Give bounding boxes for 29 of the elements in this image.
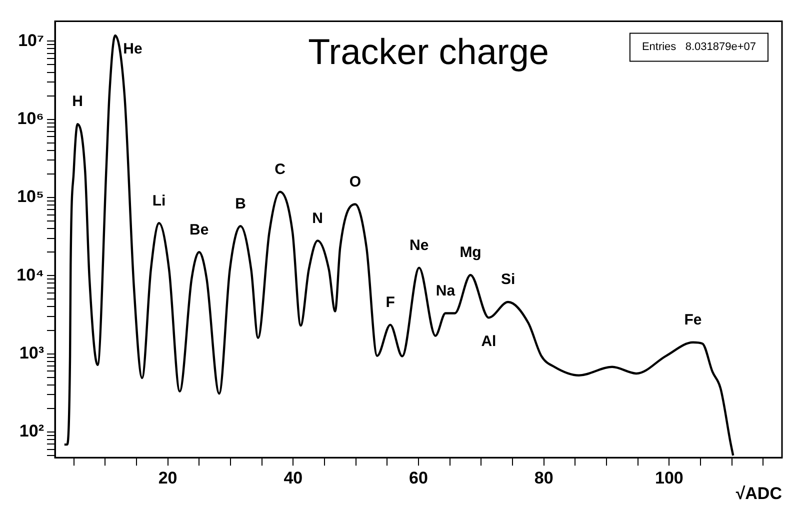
- annotation: Na: [436, 282, 456, 300]
- annotation: Fe: [684, 312, 702, 329]
- y-tick-label: 10²: [19, 422, 44, 441]
- annotation: B: [235, 195, 246, 212]
- y-tick-label: 10⁷: [18, 30, 44, 50]
- annotation: Ne: [410, 236, 429, 254]
- annotation: F: [386, 294, 395, 311]
- x-tick-label: 100: [655, 468, 684, 488]
- annotation: O: [349, 173, 362, 190]
- annotation: Mg: [460, 244, 482, 262]
- annotation: C: [274, 161, 286, 178]
- y-tick-label: 10⁶: [17, 109, 44, 128]
- y-tick-label: 10⁴: [16, 265, 44, 284]
- x-tick-label: 20: [158, 468, 178, 488]
- x-tick-label: 60: [409, 468, 428, 488]
- y-tick-label: 10⁵: [17, 187, 44, 206]
- annotation: Al: [481, 332, 496, 350]
- x-axis-title: √ADC: [736, 484, 782, 503]
- x-tick-label: 40: [284, 468, 303, 488]
- x-tick-label: 80: [534, 468, 554, 488]
- annotation: Entries 8.031879e+07: [642, 41, 756, 54]
- annotation: Li: [152, 192, 166, 210]
- annotation: H: [72, 93, 83, 110]
- annotation: N: [312, 210, 324, 227]
- chart-title: Tracker charge: [308, 31, 549, 72]
- annotation: He: [123, 40, 142, 58]
- y-tick-label: 10³: [19, 343, 44, 362]
- annotation: Be: [190, 221, 209, 238]
- annotation: Si: [501, 271, 516, 288]
